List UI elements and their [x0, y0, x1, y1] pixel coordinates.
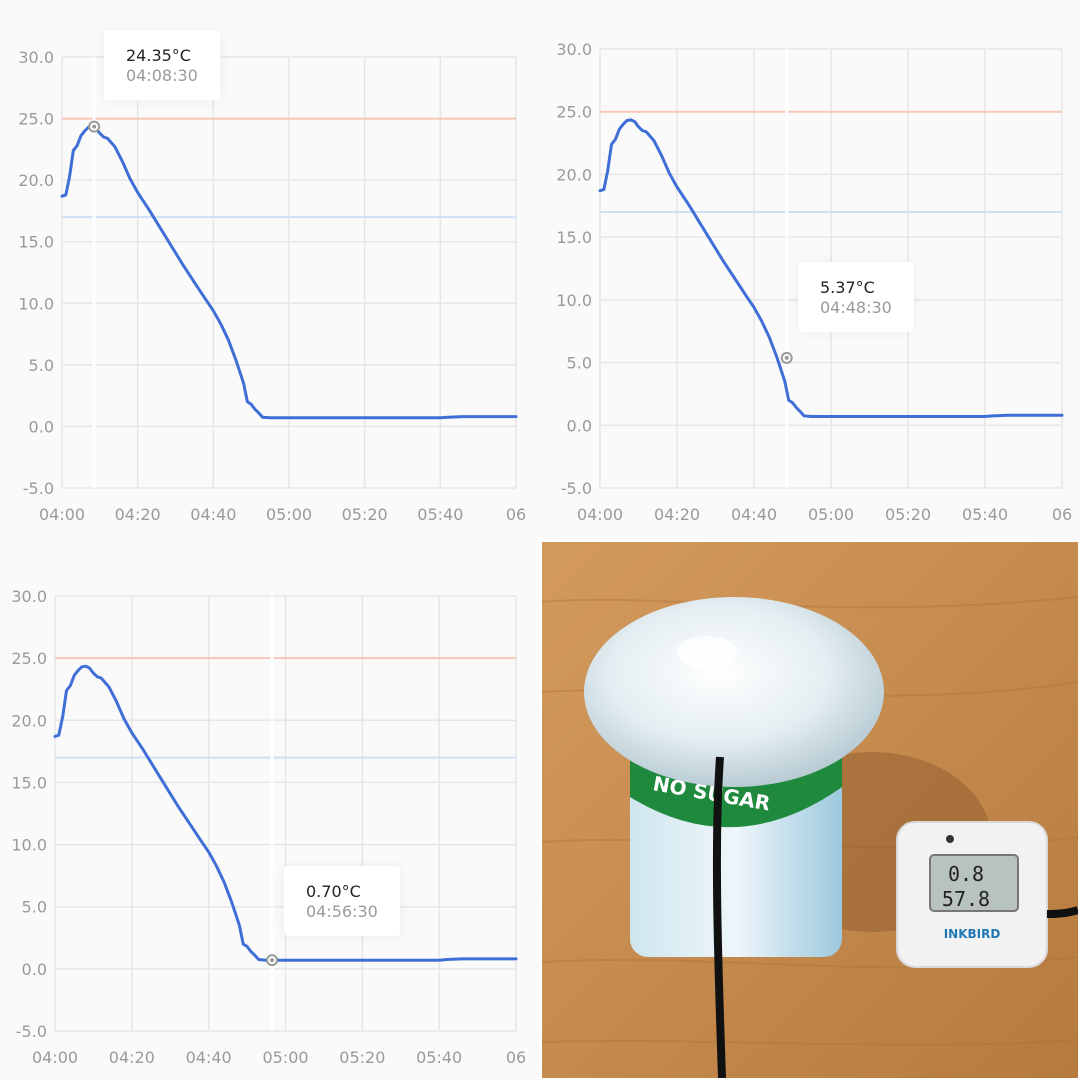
y-tick-label: -5.0 [16, 1022, 47, 1041]
y-tick-label: 30.0 [18, 48, 54, 67]
tooltip-3: 0.70°C 04:56:30 [284, 866, 400, 936]
chart-svg-3: 30.0 25.0 20.0 15.0 10.0 5.0 0.0 -5.0 04:00 04:20… [11, 587, 526, 1067]
y-tick-label: 10.0 [11, 836, 47, 855]
tooltip-time: 04:56:30 [306, 902, 378, 921]
device-humidity-readout: 57.8 [942, 887, 990, 911]
x-tick-label: 04:20 [115, 505, 161, 524]
y-tick-label: 5.0 [22, 898, 47, 917]
y-tick-label: 25.0 [11, 649, 47, 668]
x-tick-label: 05:00 [808, 505, 854, 524]
y-tick-label: 5.0 [567, 354, 592, 373]
chart-panel-3: 30.0 25.0 20.0 15.0 10.0 5.0 0.0 -5.0 04:00 04:20… [0, 540, 540, 1080]
tooltip-value: 0.70°C [306, 882, 361, 901]
y-tick-label: 25.0 [18, 110, 54, 129]
y-tick-label: -5.0 [23, 479, 54, 498]
x-tick-label: 04:00 [32, 1048, 78, 1067]
device-lcd [929, 854, 1019, 912]
tooltip-time: 04:48:30 [820, 298, 892, 317]
device-cable [1046, 906, 1078, 918]
y-tick-label: 30.0 [11, 587, 47, 606]
y-tick-label: -5.0 [561, 479, 592, 498]
x-tick-label: 05:20 [339, 1048, 385, 1067]
x-tick-label: 06 [506, 505, 526, 524]
y-tick-label: 15.0 [18, 233, 54, 252]
y-tick-label: 0.0 [567, 416, 592, 435]
x-tick-label: 04:00 [577, 505, 623, 524]
y-tick-label: 15.0 [556, 228, 592, 247]
x-tick-label: 05:40 [417, 505, 463, 524]
x-tick-label: 04:40 [186, 1048, 232, 1067]
x-tick-label: 05:20 [342, 505, 388, 524]
probe-cable [712, 756, 726, 1078]
x-tick-label: 05:00 [262, 1048, 308, 1067]
y-tick-label: 5.0 [29, 356, 54, 375]
ice-highlight [677, 636, 737, 668]
x-tick-label: 04:40 [190, 505, 236, 524]
x-tick-label: 04:00 [39, 505, 85, 524]
temperature-series-line [60, 125, 518, 420]
x-tick-label: 04:20 [654, 505, 700, 524]
y-tick-label: 25.0 [556, 103, 592, 122]
y-tick-label: 20.0 [556, 165, 592, 184]
x-tick-label: 05:20 [885, 505, 931, 524]
tooltip-2: 5.37°C 04:48:30 [798, 262, 914, 332]
x-tick-label: 05:40 [416, 1048, 462, 1067]
tooltip-marker-center [784, 355, 789, 360]
device-sensor-dot [946, 835, 954, 843]
x-tick-label: 04:20 [109, 1048, 155, 1067]
y-tick-label: 10.0 [18, 294, 54, 313]
photo-panel: NO SUGAR 0.8 57.8 INKBIRD [542, 542, 1078, 1078]
x-tick-label: 06 [1052, 505, 1072, 524]
chart-panel-2: 30.0 25.0 20.0 15.0 10.0 5.0 0.0 -5.0 04:00 04:20… [540, 0, 1080, 540]
tooltip-value: 24.35°C [126, 46, 191, 65]
y-tick-label: 0.0 [29, 417, 54, 436]
x-tick-label: 06 [506, 1048, 526, 1067]
device-brand-logo: INKBIRD [944, 927, 1001, 941]
chart-panel-1: 30.0 25.0 20.0 15.0 10.0 5.0 0.0 -5.0 04:00 04:20… [0, 0, 540, 540]
ice-block [584, 597, 884, 787]
x-tick-label: 05:00 [266, 505, 312, 524]
y-tick-label: 0.0 [22, 960, 47, 979]
y-tick-label: 30.0 [556, 40, 592, 59]
tooltip-value: 5.37°C [820, 278, 875, 297]
chart-svg-1: 30.0 25.0 20.0 15.0 10.0 5.0 0.0 -5.0 04:00 04:20… [18, 48, 526, 524]
y-tick-label: 20.0 [18, 171, 54, 190]
y-tick-label: 15.0 [11, 773, 47, 792]
tooltip-marker-center [92, 124, 97, 129]
y-tick-label: 20.0 [11, 711, 47, 730]
device-temp-readout: 0.8 [948, 862, 984, 886]
tooltip-time: 04:08:30 [126, 66, 198, 85]
x-tick-label: 04:40 [731, 505, 777, 524]
tooltip-marker-center [270, 958, 275, 963]
x-tick-label: 05:40 [962, 505, 1008, 524]
photo-illustration: NO SUGAR 0.8 57.8 INKBIRD [542, 542, 1078, 1078]
temperature-series-line [598, 118, 1064, 418]
chart-svg-2: 30.0 25.0 20.0 15.0 10.0 5.0 0.0 -5.0 04:00 04:20… [556, 40, 1072, 524]
tooltip-1: 24.35°C 04:08:30 [104, 30, 220, 100]
y-tick-label: 10.0 [556, 291, 592, 310]
